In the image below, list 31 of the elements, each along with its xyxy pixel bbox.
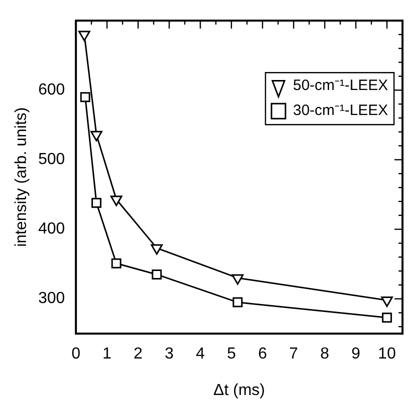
x-tick-label: 8 [320, 346, 330, 363]
point [152, 269, 162, 280]
point [232, 274, 244, 285]
y-tick-label: 300 [38, 290, 65, 308]
x-tick-label: 1 [102, 346, 112, 363]
legend-label: 30-cm⁻¹-LEEX [292, 102, 388, 120]
point [78, 30, 90, 42]
x-tick-label: 2 [134, 346, 143, 363]
x-tick-label: 3 [164, 346, 174, 363]
point [110, 196, 122, 206]
y-axis-title: intensity (arb. units) [13, 107, 30, 247]
point [90, 130, 102, 142]
point [150, 244, 163, 255]
x-axis-title: Δt (ms) [213, 382, 265, 399]
point [80, 92, 90, 102]
x-tick-label: 5 [226, 346, 236, 363]
x-tick-label: 7 [289, 346, 298, 363]
point [232, 297, 243, 308]
x-tick-label: 0 [71, 346, 80, 363]
point [91, 198, 102, 208]
x-tick-label: 6 [258, 346, 268, 363]
y-tick-label: 600 [38, 82, 65, 99]
y-tick-label: 400 [38, 220, 65, 238]
point [382, 312, 392, 323]
x-tick-label: 9 [351, 346, 360, 363]
x-tick-label: 10 [378, 346, 396, 363]
x-tick-label: 4 [196, 346, 205, 363]
point [381, 296, 393, 307]
y-tick-label: 500 [38, 151, 65, 168]
point [111, 258, 122, 268]
legend-label: 50-cm⁻¹-LEEX [292, 77, 388, 94]
